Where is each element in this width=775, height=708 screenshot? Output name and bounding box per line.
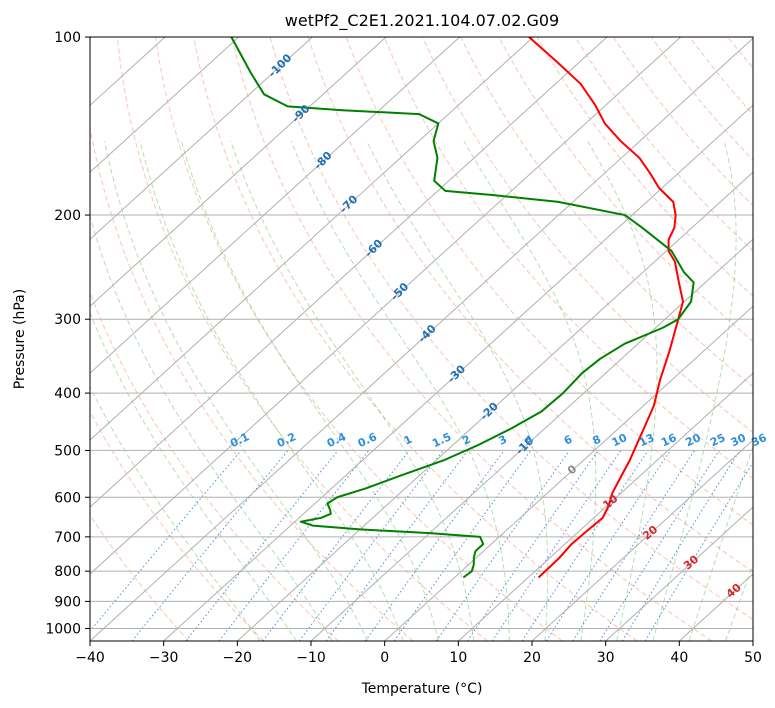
x-axis: −40 −30 −20 −10 0 10 20 30 40 50 — [75, 641, 762, 666]
mixing-ratio-line — [572, 450, 695, 641]
chart-title: wetPf2_C2E1.2021.104.07.02.G09 — [285, 11, 559, 31]
mixing-ratio-label: 20 — [683, 431, 703, 449]
x-tick-label: 50 — [744, 650, 762, 666]
isotherm-grid-line — [384, 305, 753, 641]
isotherm-grid-line — [457, 372, 753, 641]
mixing-ratio-line — [262, 450, 410, 641]
mixing-ratio-line — [364, 450, 505, 641]
mixing-ratio-label: 36 — [749, 431, 769, 449]
x-axis-label: Temperature (°C) — [361, 681, 483, 697]
mixing-ratio-line — [467, 450, 599, 641]
dewpoint-profile — [230, 37, 695, 579]
isotherm-grid-line — [90, 37, 608, 508]
y-axis: 100 200 300 400 500 600 700 800 900 1000 — [45, 30, 90, 637]
isotherm-grid-line — [90, 37, 240, 173]
x-tick-label: −30 — [149, 650, 179, 666]
mixing-ratio-line — [491, 450, 622, 641]
isotherm-grid-line — [90, 37, 753, 641]
temperature-profile — [528, 37, 684, 579]
mixing-ratio-line — [545, 450, 671, 641]
x-tick-label: 10 — [449, 650, 467, 666]
mixing-ratio-label: 30 — [729, 431, 749, 449]
mixing-ratio-line — [185, 450, 339, 641]
dry-adiabat — [90, 410, 264, 641]
x-tick-label: −40 — [75, 650, 105, 666]
dry-adiabat — [193, 37, 638, 641]
mixing-ratio-label: 25 — [708, 431, 727, 449]
isotherm-grid-line — [90, 37, 313, 240]
isotherm-grid-line — [90, 37, 461, 374]
mixing-ratio-line — [325, 450, 469, 641]
y-tick-label: 500 — [54, 443, 81, 459]
x-tick-label: −10 — [296, 650, 326, 666]
y-tick-label: 900 — [54, 594, 81, 610]
isotherm-grid-line — [310, 238, 753, 641]
mixing-ratio-line — [131, 450, 289, 641]
y-tick-label: 1000 — [45, 621, 81, 637]
x-tick-label: 20 — [523, 650, 541, 666]
grid-lines — [90, 37, 753, 641]
y-tick-label: 400 — [54, 386, 81, 402]
dry-adiabat — [154, 37, 563, 641]
dry-adiabat — [269, 37, 753, 621]
y-axis-label: Pressure (hPa) — [12, 289, 28, 389]
isotherm-grid-line — [90, 37, 534, 441]
y-tick-label: 700 — [54, 530, 81, 546]
isotherm-grid-line — [236, 171, 753, 641]
y-tick-label: 600 — [54, 490, 81, 506]
isotherm-grid-line — [90, 37, 387, 307]
x-tick-label: −20 — [223, 650, 253, 666]
y-tick-label: 800 — [54, 564, 81, 580]
mixing-ratio-line — [298, 450, 444, 641]
isotherm-grid-line — [531, 439, 753, 641]
mixing-ratio-line — [521, 450, 649, 641]
plot-frame — [89, 36, 754, 642]
mixing-ratio-line — [436, 450, 571, 641]
mixing-ratio-line — [621, 450, 741, 641]
mixing-ratio-label: 13 — [637, 431, 656, 449]
isotherm-grid-line — [605, 506, 753, 641]
dry-adiabat — [498, 37, 753, 342]
dry-adiabat — [307, 37, 753, 573]
x-tick-label: 40 — [670, 650, 688, 666]
profile-series — [230, 37, 695, 579]
dry-adiabat — [422, 37, 753, 434]
mixing-ratio-label: 16 — [659, 431, 679, 449]
x-tick-label: 30 — [597, 650, 615, 666]
dry-adiabat — [116, 37, 488, 641]
y-tick-label: 200 — [54, 208, 81, 224]
y-tick-label: 300 — [54, 312, 81, 328]
isotherm-grid-line — [90, 37, 682, 575]
mixing-ratio-label: 10 — [610, 431, 630, 449]
x-tick-label: 0 — [380, 650, 389, 666]
line-labels: -100-90-80-70-60-50-40-30-20-100.1 0.2 0.4… — [228, 51, 769, 601]
mixing-ratio-line — [90, 450, 242, 632]
y-tick-label: 100 — [54, 30, 81, 46]
isotherm-grid-line — [163, 104, 753, 641]
